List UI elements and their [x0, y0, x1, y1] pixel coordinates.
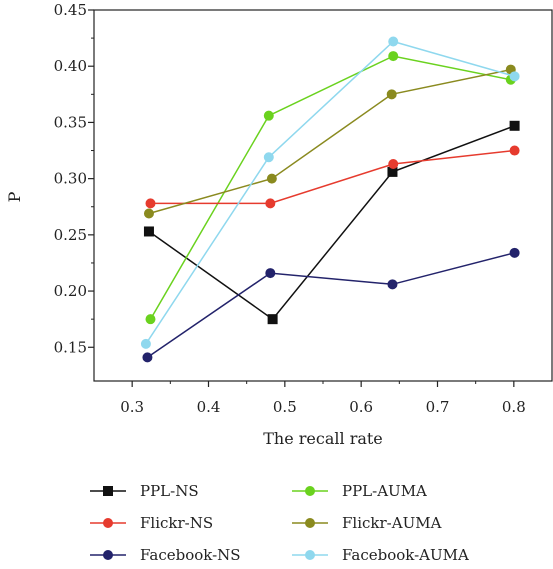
legend-item: PPL-NS: [90, 482, 199, 500]
marker-ppl-auma: [388, 51, 399, 62]
legend-item: Facebook-AUMA: [292, 546, 469, 564]
series-facebook-auma: [140, 36, 520, 349]
marker-flickr-ns: [265, 198, 276, 209]
x-tick-label: 0.5: [273, 398, 297, 416]
marker-flickr-auma: [386, 89, 397, 100]
y-tick-label: 0.15: [54, 338, 87, 356]
legend-item: Facebook-NS: [90, 546, 241, 564]
y-tick-label: 0.30: [54, 170, 87, 188]
marker-facebook-ns: [103, 550, 113, 560]
marker-facebook-ns: [387, 279, 398, 290]
series-flickr-auma: [143, 64, 516, 219]
marker-ppl-auma: [305, 486, 315, 496]
marker-flickr-ns: [103, 518, 113, 528]
y-tick-label: 0.45: [54, 1, 87, 19]
legend-label: Facebook-NS: [140, 546, 241, 564]
series-ppl-auma: [145, 51, 516, 325]
legend-label: Flickr-AUMA: [342, 514, 442, 532]
legend-item: Flickr-AUMA: [292, 514, 442, 532]
legend-label: Flickr-NS: [140, 514, 213, 532]
x-tick-label: 0.8: [502, 398, 526, 416]
x-tick-label: 0.4: [197, 398, 221, 416]
marker-facebook-auma: [388, 36, 399, 47]
marker-facebook-auma: [140, 338, 151, 349]
marker-ppl-ns: [267, 314, 278, 325]
series-facebook-ns: [142, 247, 520, 363]
x-tick-label: 0.3: [120, 398, 144, 416]
marker-facebook-auma: [263, 152, 274, 163]
y-tick-label: 0.20: [54, 282, 87, 300]
series-line-flickr-auma: [148, 68, 511, 215]
series-line-flickr-ns: [150, 149, 515, 205]
marker-ppl-auma: [263, 110, 274, 121]
series-line-ppl-ns: [148, 125, 515, 321]
marker-ppl-ns: [103, 486, 113, 496]
marker-facebook-ns: [142, 352, 153, 363]
y-tick-label: 0.40: [54, 57, 87, 75]
marker-flickr-auma: [143, 208, 154, 219]
marker-facebook-ns: [265, 268, 276, 279]
plot-area: [93, 9, 553, 382]
y-tick-label: 0.25: [54, 226, 87, 244]
x-tick-label: 0.6: [349, 398, 373, 416]
legend-label: PPL-NS: [140, 482, 199, 500]
series-line-facebook-ns: [146, 252, 515, 359]
series-line-facebook-auma: [145, 40, 515, 345]
marker-facebook-auma: [509, 71, 520, 82]
marker-facebook-auma: [305, 550, 315, 560]
series-line-ppl-auma: [149, 55, 511, 320]
legend-item: PPL-AUMA: [292, 482, 427, 500]
marker-flickr-ns: [388, 159, 399, 170]
axis-ticks: 0.3 0.4 0.5 0.6 0.7 0.8 0.15 0.20 0.25 0.30 0.35 0.…: [54, 1, 526, 416]
x-axis-title: The recall rate: [263, 429, 383, 448]
legend: PPL-NS PPL-AUMA Flickr-NS Flickr-AUMA Facebo…: [90, 482, 469, 564]
marker-flickr-ns: [145, 198, 156, 209]
plot-frame: [93, 9, 553, 382]
marker-ppl-auma: [145, 314, 156, 325]
y-axis-title: P: [5, 191, 24, 202]
marker-flickr-ns: [509, 145, 520, 156]
marker-flickr-auma: [266, 173, 277, 184]
marker-ppl-ns: [143, 226, 154, 237]
legend-label: PPL-AUMA: [342, 482, 427, 500]
y-tick-label: 0.35: [54, 113, 87, 131]
legend-item: Flickr-NS: [90, 514, 213, 532]
series-flickr-ns: [145, 145, 520, 209]
series-layer: [140, 36, 520, 363]
legend-label: Facebook-AUMA: [342, 546, 469, 564]
marker-flickr-auma: [305, 518, 315, 528]
marker-facebook-ns: [509, 247, 520, 258]
x-tick-label: 0.7: [426, 398, 450, 416]
series-ppl-ns: [143, 120, 520, 325]
marker-ppl-ns: [509, 120, 520, 131]
